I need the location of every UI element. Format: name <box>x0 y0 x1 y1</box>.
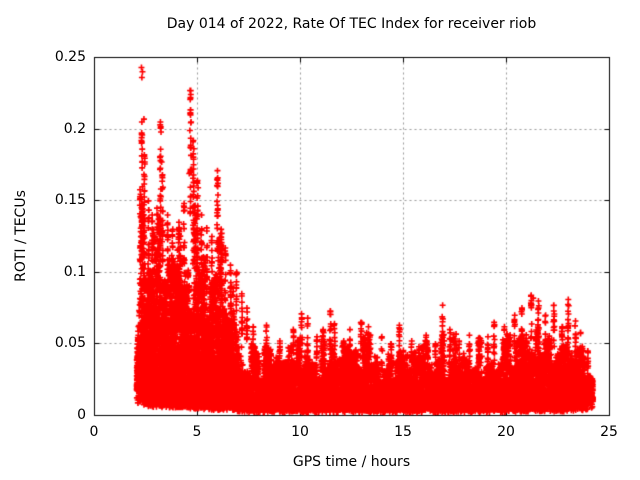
y-tick-label: 0 <box>77 407 86 423</box>
chart-title: Day 014 of 2022, Rate Of TEC Index for r… <box>166 16 537 32</box>
y-tick-label: 0.2 <box>63 120 86 137</box>
y-axis-label: ROTI / TECUs <box>13 190 29 282</box>
y-tick-label: 0.15 <box>54 192 86 209</box>
y-tick-label: 0.05 <box>54 335 86 352</box>
x-tick-label: 0 <box>89 424 99 440</box>
y-tick-label: 0.25 <box>54 49 86 65</box>
x-tick-label: 20 <box>497 424 515 440</box>
x-tick-label: 10 <box>291 424 309 440</box>
x-tick-label: 5 <box>192 424 202 440</box>
x-tick-label: 25 <box>600 424 618 440</box>
x-tick-label: 15 <box>394 424 412 440</box>
x-axis-label: GPS time / hours <box>292 454 411 470</box>
y-tick-label: 0.1 <box>63 263 86 280</box>
